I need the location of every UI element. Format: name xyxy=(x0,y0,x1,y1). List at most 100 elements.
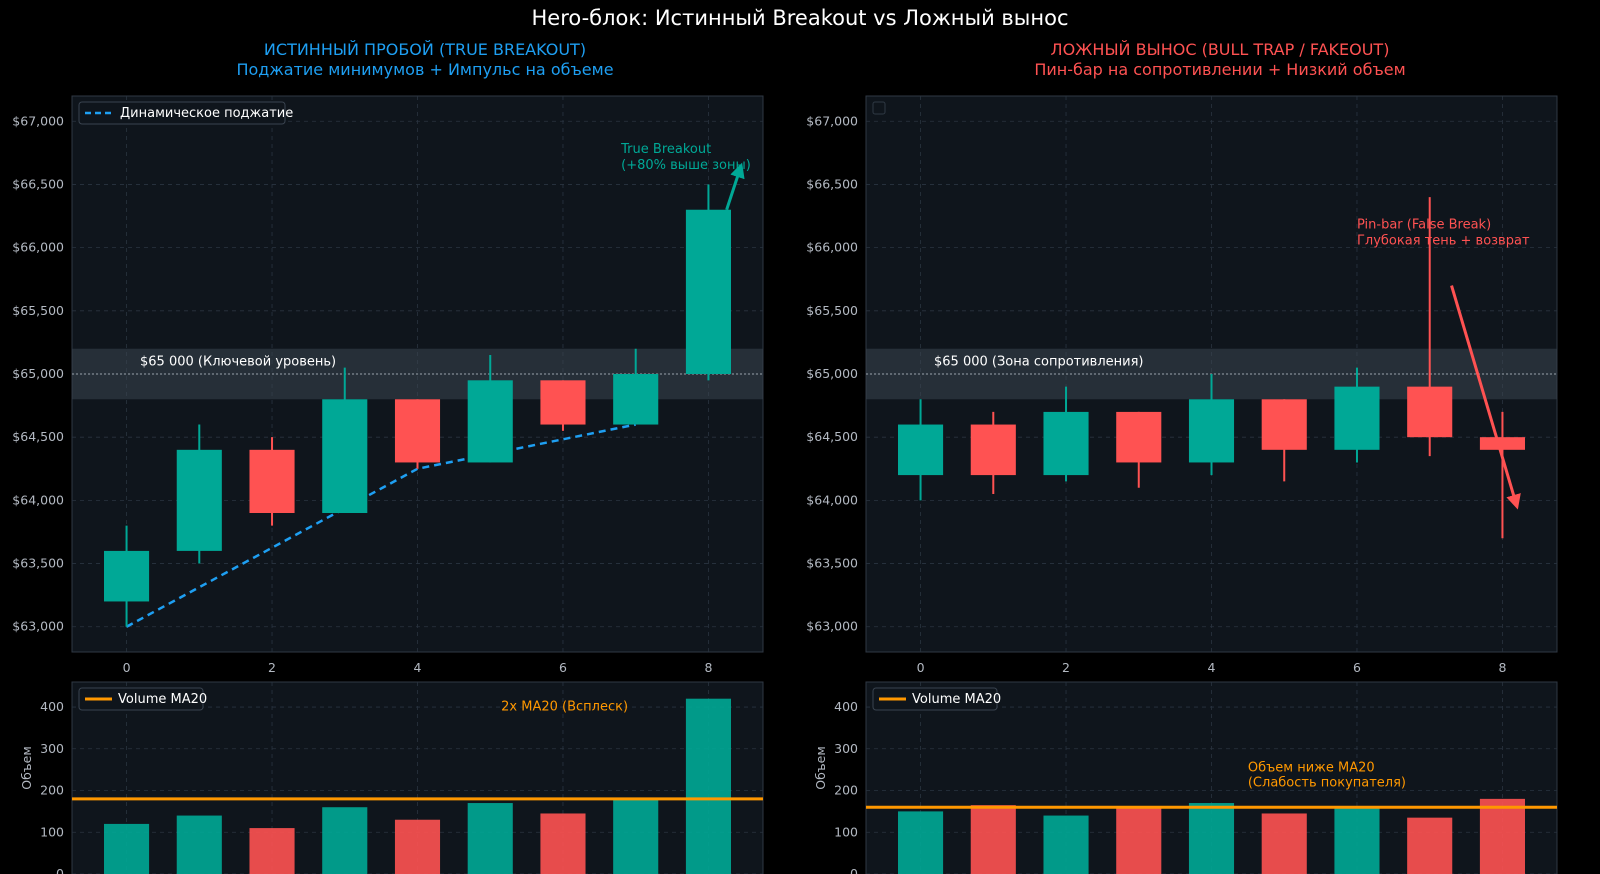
right-zone-label: $65 000 (Зона сопротивления) xyxy=(934,355,1144,370)
left-volume-bar-8 xyxy=(685,698,731,874)
right-vol-annotation-line: (Слабость покупателя) xyxy=(1248,776,1406,791)
right-vol-y-tick-label: 100 xyxy=(834,824,858,839)
left-volume-bar-1 xyxy=(176,815,222,874)
left-candle-body-7 xyxy=(613,374,659,425)
left-annotation-text: True Breakout (+80% выше зоны) xyxy=(620,142,751,173)
left-vol-annotation-line: 2x MA20 (Всплеск) xyxy=(501,699,628,714)
left-candle-body-6 xyxy=(540,380,586,425)
left-annotation-line: True Breakout xyxy=(620,142,711,157)
left-volume-bar-6 xyxy=(540,813,586,874)
left-candle-body-2 xyxy=(249,449,295,513)
left-y-tick-label: $65,500 xyxy=(12,303,64,318)
left-x-tick-label: 6 xyxy=(559,660,567,675)
right-y-tick-label: $64,500 xyxy=(806,429,858,444)
right-panel-title: ЛОЖНЫЙ ВЫНОС (BULL TRAP / FAKEOUT) Пин-б… xyxy=(830,40,1600,80)
left-vol-y-tick-label: 200 xyxy=(40,783,64,798)
right-candle-body-0 xyxy=(898,424,944,476)
right-vol-annotation: Объем ниже MA20 (Слабость покупателя) xyxy=(1248,761,1406,791)
right-vol-y-tick-label: 300 xyxy=(834,741,858,756)
left-y-tick-label: $64,500 xyxy=(12,429,64,444)
right-y-tick-label: $65,500 xyxy=(806,303,858,318)
right-vol-y-tick-label: 200 xyxy=(834,783,858,798)
left-title-line: ИСТИННЫЙ ПРОБОЙ (TRUE BREAKOUT) xyxy=(263,40,587,59)
right-volume-bar-8 xyxy=(1479,798,1525,874)
right-x-tick-label: 8 xyxy=(1498,660,1506,675)
left-vol-ylabel: Объем xyxy=(19,746,34,790)
right-annotation-line: Глубокая тень + возврат xyxy=(1357,234,1530,249)
left-y-tick-label: $67,000 xyxy=(12,113,64,128)
right-volume-bar-2 xyxy=(1043,815,1089,874)
left-candle-body-4 xyxy=(394,399,441,463)
left-vol-y-tick-label: 100 xyxy=(40,824,64,839)
left-trendline xyxy=(125,423,636,628)
left-y-tick-label: $63,500 xyxy=(12,556,64,571)
right-candle-body-4 xyxy=(1188,399,1235,463)
left-zone-label: $65 000 (Ключевой уровень) xyxy=(140,355,336,370)
right-volume-bar-5 xyxy=(1261,813,1307,874)
right-volume-bar-4 xyxy=(1188,803,1235,874)
left-x-tick-label: 8 xyxy=(704,660,712,675)
left-annotation-line: (+80% выше зоны) xyxy=(621,158,751,173)
right-x-tick-label: 6 xyxy=(1353,660,1361,675)
right-y-tick-label: $66,000 xyxy=(806,240,858,255)
left-candle-body-5 xyxy=(467,380,513,463)
right-x-tick-label: 4 xyxy=(1208,660,1216,675)
left-y-tick-label: $66,500 xyxy=(12,176,64,191)
right-vol-ylabel: Объем xyxy=(813,746,828,790)
right-vol-legend-box xyxy=(872,687,998,711)
left-vol-y-tick-label: 400 xyxy=(40,699,64,714)
left-volume-bar-3 xyxy=(322,807,368,874)
left-legend-label: Динамическое поджатие xyxy=(120,106,293,121)
right-x-tick-label: 2 xyxy=(1062,660,1070,675)
left-volume-bar-0 xyxy=(104,823,150,874)
left-y-tick-label: $66,000 xyxy=(12,240,64,255)
right-candle-body-1 xyxy=(970,424,1016,476)
right-candle-body-7 xyxy=(1407,386,1453,438)
right-candle-body-5 xyxy=(1261,399,1307,450)
left-candle-body-8 xyxy=(685,209,731,374)
main-title: Hero-блок: Истинный Breakout vs Ложный в… xyxy=(531,6,1069,30)
left-annotation-arrow xyxy=(725,162,745,211)
right-title-line: ЛОЖНЫЙ ВЫНОС (BULL TRAP / FAKEOUT) xyxy=(1050,40,1390,59)
right-volume-bar-3 xyxy=(1116,807,1162,874)
right-legend-box xyxy=(872,101,886,115)
left-volume-bar-7 xyxy=(613,798,659,874)
left-y-tick-label: $65,000 xyxy=(12,366,64,381)
right-subtitle-line: Пин-бар на сопротивлении + Низкий объем xyxy=(1034,60,1406,79)
right-y-tick-label: $64,000 xyxy=(806,492,858,507)
left-y-tick-label: $64,000 xyxy=(12,492,64,507)
left-subtitle-line: Поджатие минимумов + Импульс на объеме xyxy=(236,60,614,79)
right-candle-body-6 xyxy=(1334,386,1380,450)
right-vol-y-tick-label: 400 xyxy=(834,699,858,714)
right-x-tick-label: 0 xyxy=(917,660,925,675)
left-y-tick-label: $63,000 xyxy=(12,619,64,634)
right-vol-annotation-line: Объем ниже MA20 xyxy=(1248,761,1375,776)
right-candle-body-2 xyxy=(1043,411,1089,476)
left-vol-legend-box xyxy=(78,687,204,711)
right-volume-bar-6 xyxy=(1334,807,1380,874)
right-y-tick-label: $66,500 xyxy=(806,176,858,191)
left-x-tick-label: 4 xyxy=(414,660,422,675)
left-vol-y-tick-label: 0 xyxy=(56,866,64,874)
right-volume-bar-0 xyxy=(898,811,944,874)
right-y-tick-label: $63,500 xyxy=(806,556,858,571)
left-volume-bar-5 xyxy=(467,803,513,874)
right-annotation-line: Pin-bar (False Break) xyxy=(1357,218,1491,233)
left-legend-box xyxy=(78,101,286,125)
left-candle-body-3 xyxy=(322,399,368,513)
left-volume-bar-2 xyxy=(249,828,295,874)
right-chart: $63,000 $63,500 $64,000 $64,500 $65,000 $65,5… xyxy=(806,95,1558,874)
left-chart: $63,000 $63,500 $64,000 $64,500 $65,000 $65,5… xyxy=(12,95,764,874)
left-vol-annotation: 2x MA20 (Всплеск) xyxy=(501,699,628,714)
right-candle-body-8 xyxy=(1479,437,1525,450)
right-vol-legend-label: Volume MA20 xyxy=(912,692,1001,707)
left-vol-legend-label: Volume MA20 xyxy=(118,692,207,707)
left-volume-bar-4 xyxy=(394,819,441,874)
left-panel-title: ИСТИННЫЙ ПРОБОЙ (TRUE BREAKOUT) Поджатие… xyxy=(35,40,815,80)
right-y-tick-label: $67,000 xyxy=(806,113,858,128)
right-candle-body-3 xyxy=(1116,411,1162,463)
left-candle-body-0 xyxy=(104,550,150,602)
right-y-tick-label: $63,000 xyxy=(806,619,858,634)
